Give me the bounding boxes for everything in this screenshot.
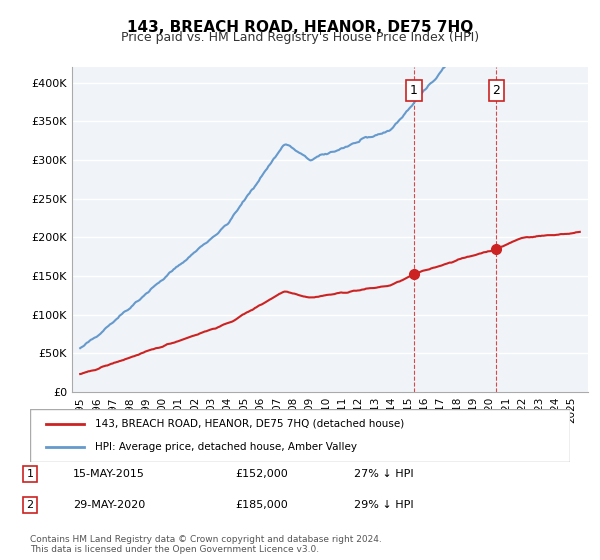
Text: Price paid vs. HM Land Registry's House Price Index (HPI): Price paid vs. HM Land Registry's House … (121, 31, 479, 44)
Text: 143, BREACH ROAD, HEANOR, DE75 7HQ (detached house): 143, BREACH ROAD, HEANOR, DE75 7HQ (deta… (95, 419, 404, 429)
Text: 27% ↓ HPI: 27% ↓ HPI (354, 469, 413, 479)
Text: 143, BREACH ROAD, HEANOR, DE75 7HQ: 143, BREACH ROAD, HEANOR, DE75 7HQ (127, 20, 473, 35)
Text: HPI: Average price, detached house, Amber Valley: HPI: Average price, detached house, Ambe… (95, 442, 357, 452)
Text: 2: 2 (493, 84, 500, 97)
Text: £152,000: £152,000 (235, 469, 288, 479)
Text: £185,000: £185,000 (235, 500, 288, 510)
FancyBboxPatch shape (30, 409, 570, 462)
Text: 29-MAY-2020: 29-MAY-2020 (73, 500, 145, 510)
Text: 29% ↓ HPI: 29% ↓ HPI (354, 500, 413, 510)
Text: 2: 2 (26, 500, 34, 510)
Text: Contains HM Land Registry data © Crown copyright and database right 2024.
This d: Contains HM Land Registry data © Crown c… (30, 535, 382, 554)
Text: 15-MAY-2015: 15-MAY-2015 (73, 469, 145, 479)
Text: 1: 1 (26, 469, 34, 479)
Text: 1: 1 (410, 84, 418, 97)
